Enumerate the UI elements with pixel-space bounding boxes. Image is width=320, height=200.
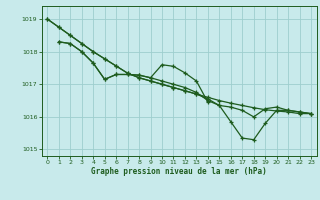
X-axis label: Graphe pression niveau de la mer (hPa): Graphe pression niveau de la mer (hPa) bbox=[91, 167, 267, 176]
